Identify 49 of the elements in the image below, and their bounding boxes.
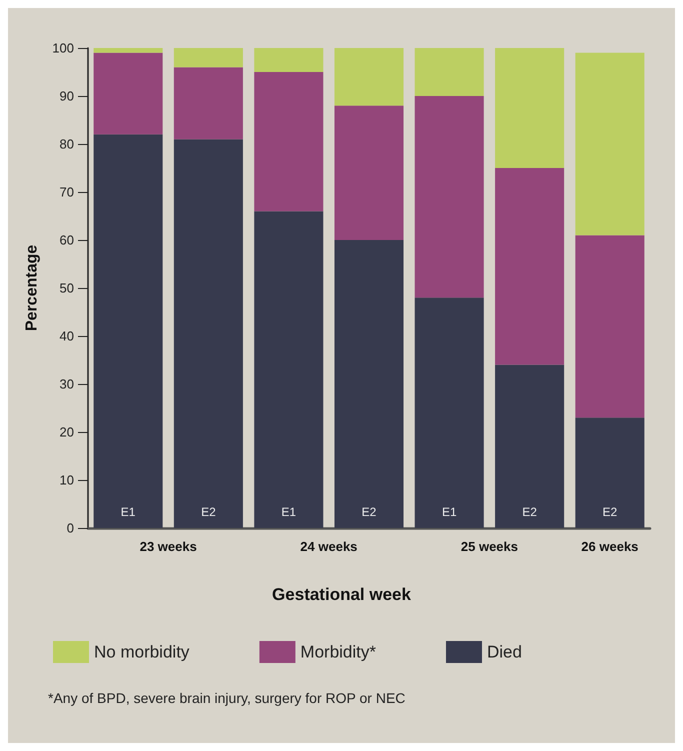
x-axis-title: Gestational week (272, 585, 412, 604)
x-tick-label: E1 (120, 505, 136, 519)
text: *Any of BPD, severe brain injury, surgery for ROP or NEC (48, 690, 406, 706)
y-tick-label: 70 (60, 184, 74, 200)
x-tick-label: E2 (362, 505, 377, 519)
bar (254, 48, 324, 72)
bar (174, 139, 243, 528)
bar (334, 48, 404, 106)
bar (495, 168, 564, 365)
y-tick-label: 100 (52, 40, 74, 56)
bar (334, 106, 404, 240)
bar (174, 48, 243, 68)
legend-label: Died (486, 642, 522, 662)
x-tick-label: E2 (201, 505, 216, 519)
text: 23 weeks (140, 539, 197, 554)
bar (254, 72, 324, 212)
y-tick-label: 50 (60, 280, 74, 296)
y-tick-label: 20 (60, 424, 74, 440)
bar (254, 211, 324, 528)
bar (94, 134, 163, 528)
bar (495, 364, 564, 528)
x-tick-label: E2 (522, 505, 538, 519)
text: 26 weeks (581, 539, 638, 554)
y-tick-label: 10 (60, 472, 74, 488)
legend-label: Morbidity* (300, 642, 376, 662)
text: 25 weeks (460, 539, 518, 554)
bar (575, 418, 644, 528)
x-tick-label: E1 (281, 505, 296, 519)
bar (414, 96, 484, 298)
bar (94, 52, 163, 134)
bar (575, 52, 644, 236)
bar (174, 67, 243, 140)
y-tick-label: 80 (60, 136, 74, 152)
y-tick-label: 0 (66, 520, 74, 536)
y-tick-label: 60 (60, 232, 74, 248)
x-tick-label: E2 (602, 505, 618, 519)
bar (94, 48, 163, 53)
y-tick-label: 90 (60, 88, 74, 104)
bar (495, 48, 564, 168)
y-tick-label: 40 (60, 328, 74, 344)
bar (575, 235, 644, 418)
y-axis-title: Percentage (24, 244, 40, 332)
legend-label: No morbidity (94, 642, 190, 662)
bar (414, 298, 484, 528)
text: 24 weeks (300, 539, 358, 554)
y-tick-label: 30 (60, 376, 74, 392)
x-tick-label: E1 (442, 505, 457, 519)
bar (414, 48, 484, 96)
bar (334, 240, 404, 528)
